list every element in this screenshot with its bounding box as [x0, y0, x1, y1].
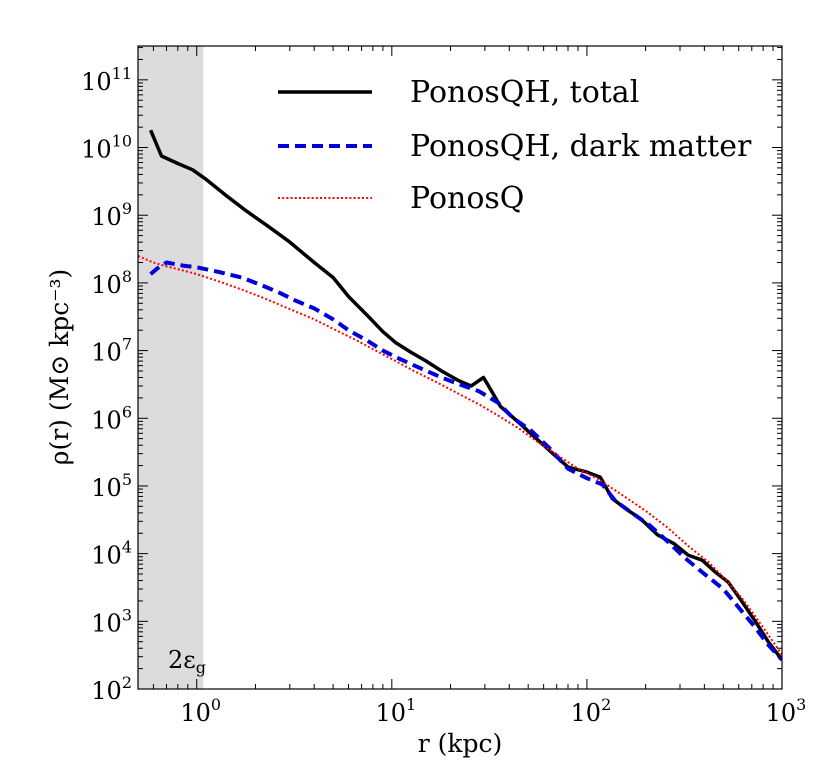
- series-line-2: [149, 260, 782, 662]
- y-tick-label: 1010: [81, 132, 132, 164]
- y-tick-label: 106: [91, 402, 132, 434]
- series-line-1: [148, 129, 782, 661]
- y-tick-label: 104: [91, 538, 132, 570]
- series-layer: [138, 129, 782, 662]
- y-tick-label: 107: [91, 335, 132, 367]
- y-tick-label: 105: [91, 470, 132, 502]
- legend-label-1: PonosQH, total: [410, 75, 639, 110]
- softening-shade: [138, 46, 204, 689]
- axis-ticks: [138, 46, 783, 690]
- y-tick-label: 108: [91, 267, 132, 299]
- x-tick-label: 102: [571, 695, 612, 727]
- y-tick-label: 109: [91, 199, 132, 231]
- y-tick-label: 1011: [81, 64, 132, 96]
- x-tick-label: 101: [375, 695, 416, 727]
- x-tick-label: 100: [180, 695, 221, 727]
- x-axis-label: r (kpc): [418, 729, 503, 758]
- softening-label: 2εg: [168, 646, 206, 677]
- x-tick-label: 103: [766, 695, 807, 727]
- plot-frame: [137, 45, 783, 690]
- legend-label-3: PonosQ: [410, 181, 524, 216]
- legend-label-2: PonosQH, dark matter: [410, 129, 752, 164]
- softening-region: [138, 46, 204, 689]
- y-tick-label: 102: [91, 673, 132, 705]
- axis-tick-labels: 100 101 102 103 102 103 104 105 106 107 108 109 1010…: [81, 64, 806, 727]
- y-tick-label: 103: [91, 605, 132, 637]
- y-axis-label: ρ(r) (M⊙ kpc⁻³): [45, 269, 74, 465]
- series-line-3: [138, 255, 782, 656]
- legend: PonosQH, total PonosQH, dark matter PonosQ: [278, 75, 752, 216]
